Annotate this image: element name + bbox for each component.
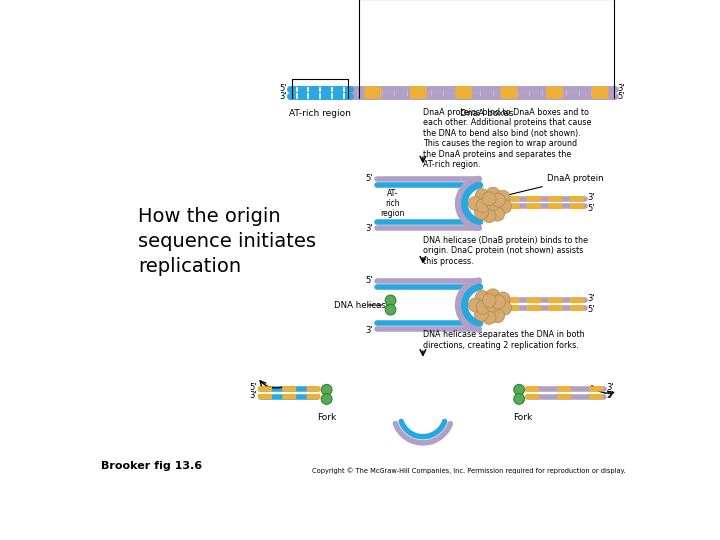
Text: 5': 5' [587, 305, 595, 314]
FancyBboxPatch shape [546, 86, 563, 92]
FancyBboxPatch shape [364, 86, 382, 92]
FancyBboxPatch shape [526, 306, 541, 311]
FancyBboxPatch shape [589, 386, 603, 391]
FancyBboxPatch shape [455, 92, 472, 99]
Circle shape [490, 309, 505, 323]
Circle shape [486, 187, 500, 201]
Circle shape [496, 292, 510, 306]
Circle shape [486, 298, 500, 312]
FancyBboxPatch shape [548, 306, 562, 311]
Text: 5': 5' [365, 275, 373, 285]
Text: 5': 5' [587, 204, 595, 213]
Circle shape [490, 207, 505, 221]
Text: DNA helicase (DnaB protein) binds to the
origin. DnaC protein (not shown) assist: DNA helicase (DnaB protein) binds to the… [423, 236, 588, 266]
Text: Fork: Fork [317, 413, 336, 422]
Text: DnaA boxes: DnaA boxes [459, 109, 513, 118]
Circle shape [498, 200, 511, 213]
Circle shape [486, 289, 500, 303]
FancyBboxPatch shape [410, 92, 427, 99]
FancyBboxPatch shape [500, 92, 518, 99]
Text: 5': 5' [618, 92, 625, 101]
FancyBboxPatch shape [570, 306, 584, 311]
Text: DnaA proteins bind to DnaA boxes and to
each other. Additional proteins that cau: DnaA proteins bind to DnaA boxes and to … [423, 108, 591, 169]
FancyBboxPatch shape [505, 204, 520, 209]
Text: 5': 5' [365, 174, 373, 183]
FancyBboxPatch shape [282, 394, 296, 400]
Circle shape [482, 294, 496, 307]
Circle shape [474, 206, 488, 220]
Text: AT-
rich
region: AT- rich region [380, 188, 405, 218]
FancyBboxPatch shape [548, 298, 562, 303]
Circle shape [468, 197, 482, 211]
Text: How the origin
sequence initiates
replication: How the origin sequence initiates replic… [138, 207, 316, 276]
Text: 3': 3' [365, 326, 373, 335]
FancyBboxPatch shape [526, 196, 541, 201]
FancyBboxPatch shape [500, 86, 518, 92]
Text: Brooker fig 13.6: Brooker fig 13.6 [101, 461, 202, 471]
Text: 3': 3' [606, 383, 614, 392]
FancyBboxPatch shape [548, 196, 562, 201]
Text: 3': 3' [250, 390, 257, 400]
Circle shape [385, 304, 396, 315]
Text: AT-rich region: AT-rich region [289, 109, 351, 118]
FancyBboxPatch shape [557, 394, 571, 400]
Text: DNA helicase separates the DNA in both
directions, creating 2 replication forks.: DNA helicase separates the DNA in both d… [423, 330, 585, 350]
Circle shape [475, 291, 489, 304]
Circle shape [492, 295, 505, 309]
FancyBboxPatch shape [505, 298, 520, 303]
FancyBboxPatch shape [526, 204, 541, 209]
Text: 3': 3' [279, 92, 287, 101]
FancyBboxPatch shape [282, 386, 296, 391]
FancyBboxPatch shape [364, 92, 382, 99]
FancyBboxPatch shape [548, 204, 562, 209]
Text: 3': 3' [365, 224, 373, 233]
FancyBboxPatch shape [592, 92, 608, 99]
Text: 5': 5' [279, 84, 287, 93]
FancyBboxPatch shape [589, 394, 603, 400]
Circle shape [496, 190, 510, 204]
Circle shape [492, 193, 505, 207]
Circle shape [321, 384, 332, 395]
Circle shape [486, 197, 500, 211]
Circle shape [475, 189, 489, 202]
FancyBboxPatch shape [570, 204, 584, 209]
FancyBboxPatch shape [505, 306, 520, 311]
FancyBboxPatch shape [570, 196, 584, 201]
FancyBboxPatch shape [505, 196, 520, 201]
FancyBboxPatch shape [526, 386, 539, 391]
FancyBboxPatch shape [307, 386, 320, 391]
Circle shape [385, 295, 396, 306]
FancyBboxPatch shape [258, 386, 272, 391]
Text: 5': 5' [250, 383, 257, 392]
Circle shape [321, 394, 332, 404]
Circle shape [514, 384, 525, 395]
Circle shape [476, 199, 490, 213]
Circle shape [498, 301, 511, 315]
Text: 3': 3' [618, 84, 626, 93]
Circle shape [482, 209, 496, 222]
Circle shape [482, 310, 496, 325]
Text: DNA helicase: DNA helicase [334, 301, 392, 309]
Circle shape [468, 298, 482, 312]
Circle shape [474, 307, 488, 321]
Text: 3': 3' [587, 193, 595, 202]
FancyBboxPatch shape [526, 394, 539, 400]
FancyBboxPatch shape [307, 394, 320, 400]
FancyBboxPatch shape [410, 86, 427, 92]
Text: Copyright © The McGraw-Hill Companies, Inc. Permission required for reproduction: Copyright © The McGraw-Hill Companies, I… [312, 468, 626, 475]
FancyBboxPatch shape [557, 386, 571, 391]
FancyBboxPatch shape [570, 298, 584, 303]
Text: 3': 3' [587, 294, 595, 303]
Circle shape [482, 192, 496, 206]
FancyBboxPatch shape [455, 86, 472, 92]
FancyBboxPatch shape [592, 86, 608, 92]
Text: Fork: Fork [513, 413, 533, 422]
Text: DnaA protein: DnaA protein [501, 174, 603, 197]
Circle shape [514, 394, 525, 404]
FancyBboxPatch shape [258, 394, 272, 400]
Text: 5': 5' [606, 390, 613, 400]
FancyBboxPatch shape [546, 92, 563, 99]
Circle shape [476, 300, 490, 314]
FancyBboxPatch shape [526, 298, 541, 303]
